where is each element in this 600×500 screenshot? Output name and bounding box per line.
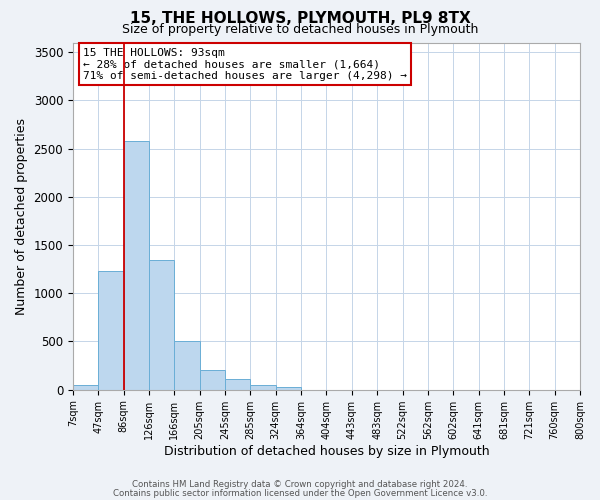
Text: Size of property relative to detached houses in Plymouth: Size of property relative to detached ho…: [122, 22, 478, 36]
Text: 15 THE HOLLOWS: 93sqm
← 28% of detached houses are smaller (1,664)
71% of semi-d: 15 THE HOLLOWS: 93sqm ← 28% of detached …: [83, 48, 407, 81]
Y-axis label: Number of detached properties: Number of detached properties: [15, 118, 28, 314]
Text: Contains public sector information licensed under the Open Government Licence v3: Contains public sector information licen…: [113, 489, 487, 498]
Bar: [200, 370, 225, 390]
Bar: [276, 387, 301, 390]
X-axis label: Distribution of detached houses by size in Plymouth: Distribution of detached houses by size …: [164, 444, 489, 458]
Bar: [175, 342, 200, 390]
Bar: [73, 385, 98, 390]
Bar: [98, 271, 124, 390]
Bar: [124, 141, 149, 390]
Bar: [225, 379, 250, 390]
Bar: [149, 260, 175, 390]
Text: 15, THE HOLLOWS, PLYMOUTH, PL9 8TX: 15, THE HOLLOWS, PLYMOUTH, PL9 8TX: [130, 11, 470, 26]
Text: Contains HM Land Registry data © Crown copyright and database right 2024.: Contains HM Land Registry data © Crown c…: [132, 480, 468, 489]
Bar: [250, 385, 276, 390]
